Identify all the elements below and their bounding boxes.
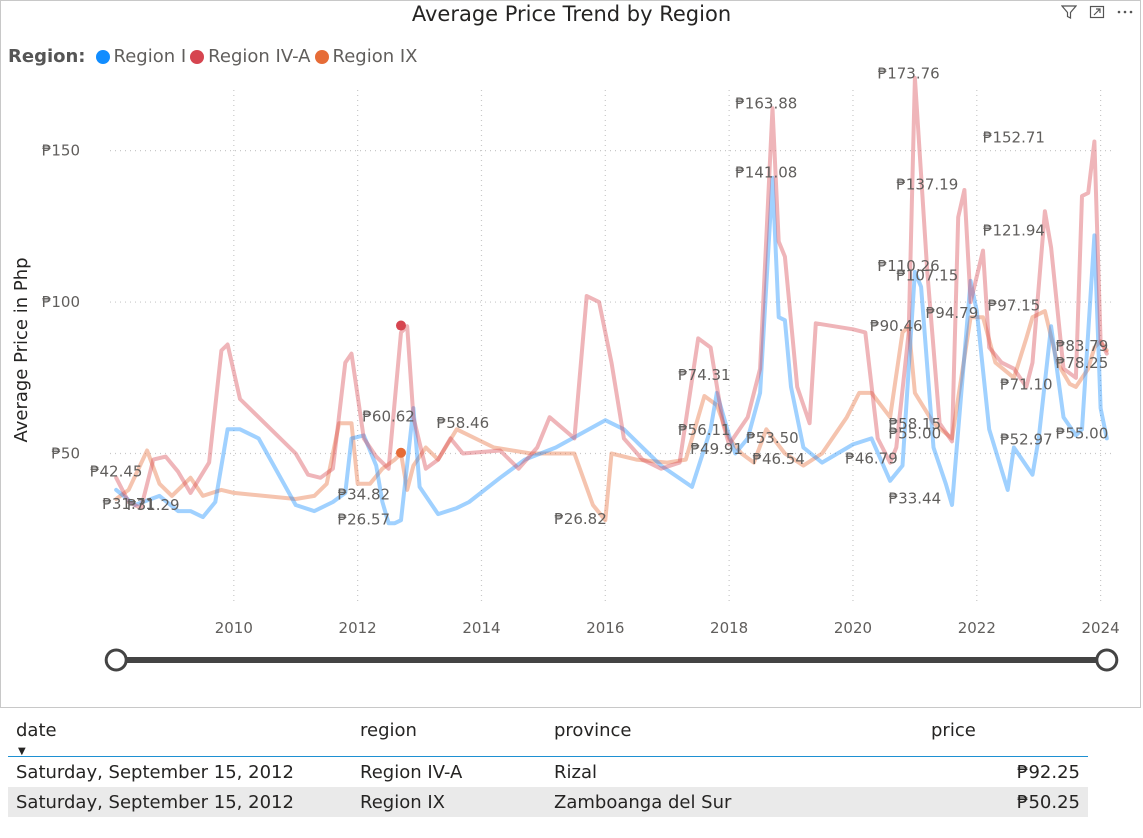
slider-end-handle[interactable]	[1095, 648, 1119, 672]
x-tick-label: 2016	[586, 619, 624, 637]
cell-region: Region IV-A	[360, 762, 463, 783]
more-options-icon[interactable]	[1115, 2, 1135, 22]
data-label: ₱31.29	[127, 496, 180, 514]
x-tick-label: 2012	[339, 619, 377, 637]
data-label: ₱94.79	[926, 304, 979, 322]
data-label: ₱71.10	[1000, 376, 1053, 394]
cell-price: ₱50.25	[1017, 792, 1080, 813]
y-tick-label: ₱50	[51, 445, 80, 463]
data-label: ₱52.97	[1000, 431, 1053, 449]
data-label: ₱34.82	[338, 486, 391, 504]
series-line-region-i[interactable]	[114, 175, 1109, 526]
cell-province: Rizal	[554, 762, 597, 783]
data-label: ₱74.31	[678, 366, 731, 384]
series-line-region-iv-a[interactable]	[114, 75, 1109, 511]
y-tick-label: ₱100	[42, 293, 80, 311]
x-tick-label: 2010	[215, 619, 253, 637]
line-chart-visual[interactable]: Average Price Trend by Region Region: Re…	[0, 0, 1143, 712]
highlight-point-marker[interactable]	[395, 320, 406, 331]
data-label: ₱46.54	[752, 450, 805, 468]
data-label: ₱42.45	[90, 462, 143, 480]
series-line-region-ix[interactable]	[114, 309, 1109, 523]
data-label: ₱26.57	[338, 511, 391, 529]
table-row[interactable]: Saturday, September 15, 2012 Region IV-A…	[8, 757, 1088, 787]
data-label: ₱56.11	[678, 421, 731, 439]
data-label: ₱173.76	[878, 65, 940, 83]
visual-border	[0, 0, 1141, 708]
highlight-point-marker[interactable]	[395, 447, 406, 458]
data-label: ₱137.19	[896, 175, 958, 193]
data-label: ₱55.00	[889, 424, 942, 442]
data-label: ₱58.15	[889, 415, 942, 433]
data-label: ₱58.46	[437, 414, 490, 432]
data-label: ₱55.00	[1056, 424, 1109, 442]
chart-title: Average Price Trend by Region	[411, 2, 732, 26]
legend-marker	[314, 49, 329, 64]
x-tick-label: 2022	[958, 619, 996, 637]
legend-item-region-ix[interactable]: Region IX	[314, 46, 418, 67]
legend-title: Region:	[8, 46, 86, 67]
column-header-date[interactable]: date	[16, 720, 57, 741]
x-tick-label: 2014	[462, 619, 500, 637]
data-label: ₱46.79	[845, 449, 898, 467]
cell-province: Zamboanga del Sur	[554, 792, 732, 813]
column-header-province[interactable]: province	[554, 720, 632, 741]
data-label: ₱163.88	[735, 95, 797, 113]
cell-date: Saturday, September 15, 2012	[16, 762, 294, 783]
data-label: ₱107.15	[896, 266, 958, 284]
cell-date: Saturday, September 15, 2012	[16, 792, 294, 813]
column-header-price[interactable]: price	[931, 720, 976, 741]
data-label: ₱78.25	[1056, 354, 1109, 372]
x-tick-label: 2018	[710, 619, 748, 637]
data-label: ₱110.26	[878, 257, 940, 275]
cell-price: ₱92.25	[1017, 762, 1080, 783]
data-label: ₱121.94	[983, 222, 1045, 240]
legend-marker	[190, 49, 205, 64]
legend-item-region-iv-a[interactable]: Region IV-A	[190, 46, 311, 67]
data-table: date ▼ region province price Saturday, S…	[8, 716, 1088, 817]
filter-icon[interactable]	[1059, 2, 1079, 22]
data-label: ₱53.50	[746, 429, 799, 447]
legend-marker	[95, 49, 110, 64]
data-label: ₱33.44	[889, 490, 942, 508]
x-tick-label: 2020	[834, 619, 872, 637]
chart-legend: Region: Region I Region IV-A Region IX	[8, 46, 421, 67]
data-label: ₱97.15	[988, 297, 1041, 315]
sort-descending-icon[interactable]: ▼	[18, 746, 26, 757]
data-label: ₱152.71	[983, 128, 1045, 146]
column-header-region[interactable]: region	[360, 720, 417, 741]
y-axis-title: Average Price in Php	[11, 257, 32, 442]
legend-item-region-i[interactable]: Region I	[95, 46, 187, 67]
x-tick-label: 2024	[1082, 619, 1120, 637]
chart-plot-area[interactable]: ₱50 ₱100 ₱150 2010 2012 2014 2016 2018 2020 2022 2…	[0, 0, 1143, 712]
legend-label: Region IV-A	[208, 46, 311, 67]
data-label: ₱26.82	[554, 510, 607, 528]
slider-start-handle[interactable]	[104, 648, 128, 672]
legend-label: Region I	[113, 46, 187, 67]
y-tick-label: ₱150	[42, 142, 80, 160]
legend-label: Region IX	[332, 46, 418, 67]
data-label: ₱49.91	[691, 440, 744, 458]
cell-region: Region IX	[360, 792, 445, 813]
table-header-row: date ▼ region province price	[8, 716, 1088, 757]
table-row[interactable]: Saturday, September 15, 2012 Region IX Z…	[8, 787, 1088, 817]
data-label: ₱141.08	[735, 164, 797, 182]
visual-header	[1059, 2, 1135, 22]
data-label: ₱90.46	[870, 317, 923, 335]
data-label: ₱83.79	[1056, 337, 1109, 355]
data-label: ₱31.71	[102, 495, 155, 513]
data-label: ₱60.62	[362, 407, 415, 425]
focus-mode-icon[interactable]	[1087, 2, 1107, 22]
